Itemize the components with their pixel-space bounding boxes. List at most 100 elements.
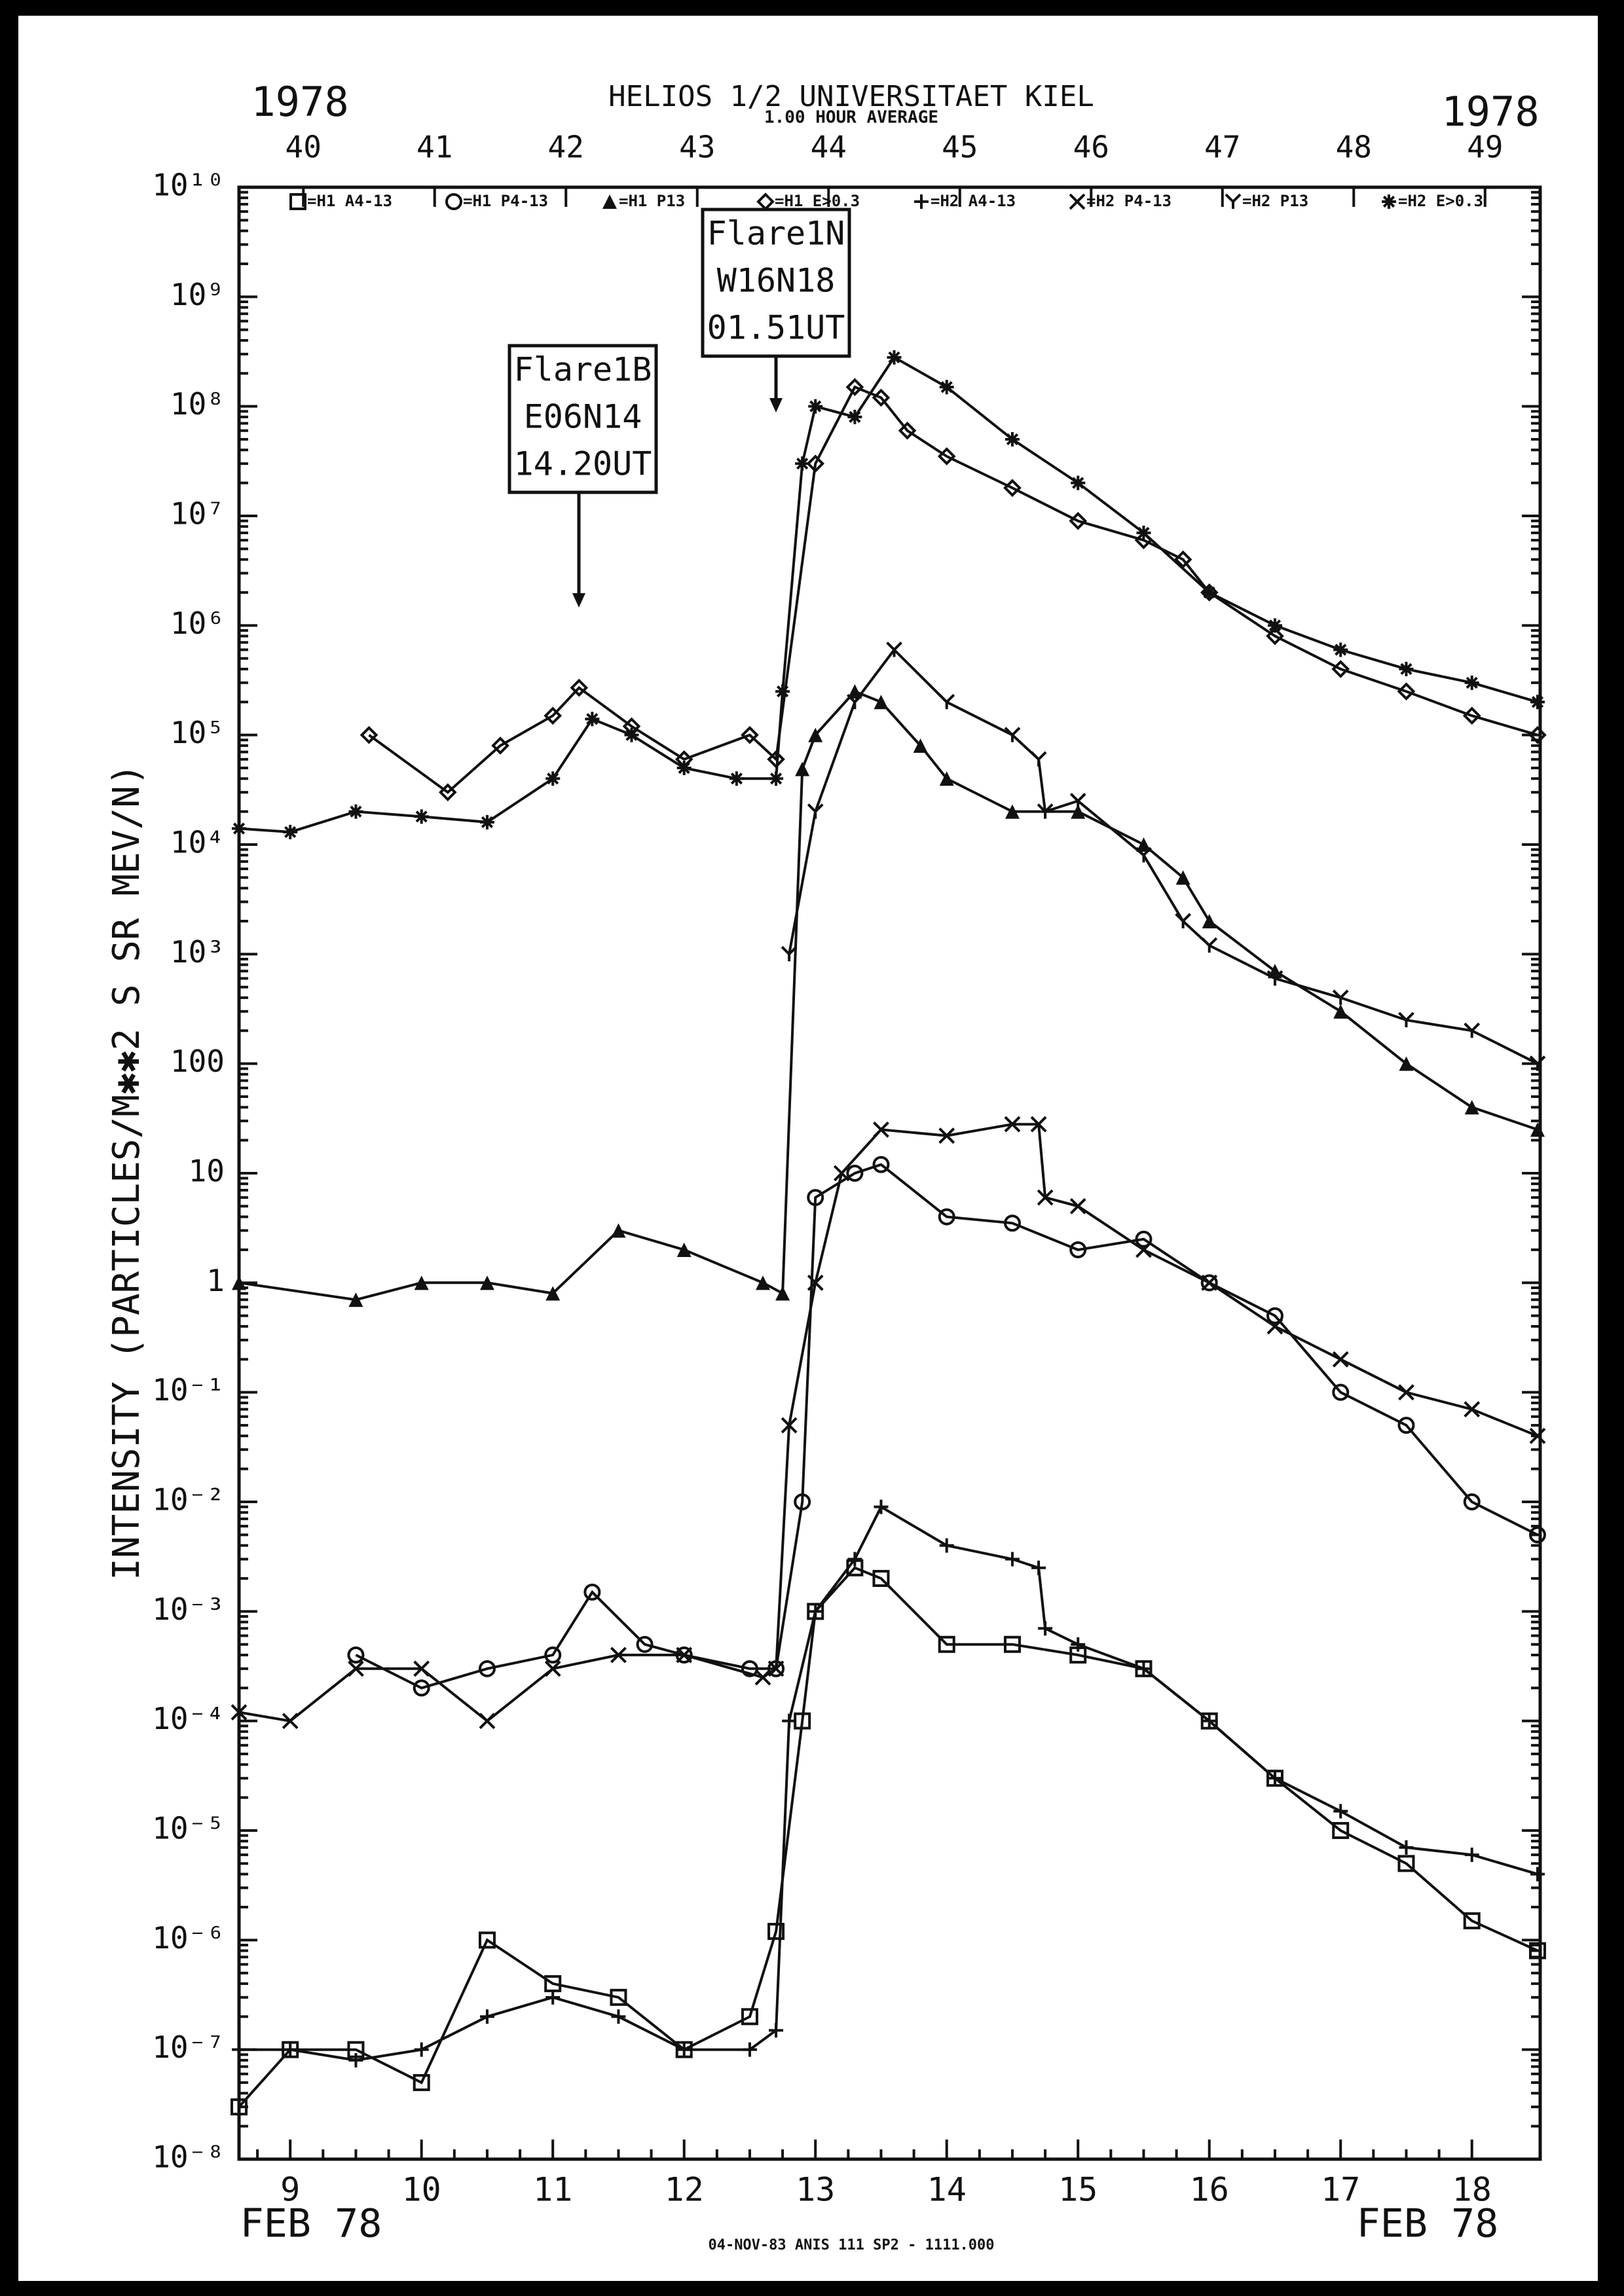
- legend-label: =H2 P13: [1242, 192, 1308, 210]
- data-point: [1069, 1241, 1087, 1258]
- data-point: [348, 1292, 363, 1307]
- data-point: [1462, 706, 1481, 725]
- y-tick-label: 1: [206, 1263, 225, 1298]
- data-point: [611, 2009, 626, 2024]
- data-point: [845, 378, 864, 397]
- x-tick-label: 17: [1321, 2171, 1360, 2209]
- y-tick-label: 10⁹: [170, 277, 225, 312]
- data-point: [781, 945, 798, 962]
- data-point: [808, 1604, 823, 1619]
- data-point: [414, 2042, 429, 2057]
- legend-marker: [289, 193, 306, 210]
- data-point: [610, 1988, 627, 2006]
- x-tick-label: 13: [796, 2171, 835, 2209]
- data-point: [1069, 511, 1088, 530]
- data-point: [1397, 682, 1416, 701]
- y-tick-label: 10⁻⁸: [152, 2140, 225, 2175]
- legend-marker: [1382, 194, 1396, 209]
- data-point: [807, 1274, 824, 1291]
- series-line: [238, 1566, 1538, 2108]
- x2-tick-label: 47: [1204, 130, 1240, 165]
- data-point: [348, 2052, 363, 2068]
- x-tick-label: 14: [927, 2171, 967, 2209]
- data-point: [1333, 1004, 1348, 1019]
- data-point: [1136, 1661, 1151, 1676]
- x-tick-label: 11: [533, 2171, 572, 2209]
- annotation-box: [507, 344, 658, 494]
- data-point: [781, 1417, 798, 1434]
- month-label: FEB 78: [240, 2201, 382, 2247]
- data-point: [806, 454, 825, 473]
- data-point: [1005, 432, 1020, 447]
- x2-tick-label: 45: [942, 130, 978, 165]
- data-point: [1464, 1100, 1479, 1115]
- data-point: [1003, 1214, 1021, 1232]
- data-point: [231, 2098, 248, 2116]
- y-tick-label: 10⁻⁶: [152, 1920, 225, 1956]
- data-point: [1266, 627, 1284, 646]
- data-point: [478, 1660, 496, 1677]
- data-point: [939, 380, 954, 395]
- annotation-text: 01.51UT: [707, 309, 845, 347]
- data-point: [846, 1165, 864, 1182]
- data-point: [807, 1189, 824, 1207]
- annotation-arrowhead: [572, 593, 585, 608]
- data-point: [583, 1583, 601, 1601]
- data-point: [1201, 1274, 1218, 1291]
- data-point: [939, 1538, 954, 1553]
- data-point: [676, 761, 692, 776]
- data-point: [913, 738, 928, 753]
- data-point: [491, 737, 509, 755]
- data-point: [232, 2042, 246, 2057]
- data-point: [1463, 1493, 1481, 1510]
- data-point: [414, 1275, 429, 1290]
- footer: 04-NOV-83 ANIS 111 SP2 - 1111.000: [708, 2237, 994, 2253]
- data-point: [1037, 1189, 1054, 1206]
- x2-tick-label: 44: [811, 130, 847, 165]
- x2-tick-label: 48: [1336, 130, 1372, 165]
- data-point: [1464, 675, 1479, 690]
- data-point: [545, 1286, 561, 1301]
- data-point: [413, 1660, 430, 1677]
- y-tick-label: 10⁻⁵: [152, 1811, 225, 1846]
- series-line: [238, 355, 1538, 833]
- data-point: [807, 803, 824, 819]
- x2-tick-label: 41: [416, 130, 452, 165]
- data-point: [1175, 870, 1190, 885]
- y-tick-label: 10⁻¹: [152, 1372, 225, 1408]
- y-tick-label: 10³: [170, 934, 225, 970]
- data-point: [283, 2042, 298, 2057]
- data-point: [676, 2042, 692, 2057]
- chart-subtitle: 1.00 HOUR AVERAGE: [764, 108, 938, 128]
- data-point: [794, 1493, 811, 1510]
- data-point: [1071, 475, 1086, 490]
- x-tick-label: 18: [1452, 2171, 1492, 2209]
- data-point: [872, 1569, 890, 1587]
- data-point: [479, 1275, 494, 1290]
- data-point: [874, 695, 889, 710]
- data-point: [479, 1713, 496, 1730]
- data-point: [348, 804, 363, 819]
- data-point: [833, 1165, 850, 1182]
- data-point: [232, 1275, 246, 1290]
- data-point: [729, 771, 744, 786]
- data-point: [438, 783, 457, 801]
- data-point: [1266, 1307, 1283, 1324]
- annotation-text: Flare1B: [514, 351, 652, 389]
- data-point: [847, 409, 862, 424]
- data-point: [545, 771, 561, 786]
- data-point: [782, 1713, 797, 1728]
- data-point: [1266, 1318, 1283, 1335]
- data-point: [414, 809, 429, 824]
- legend-marker: [445, 193, 462, 210]
- data-point: [1464, 1401, 1481, 1418]
- data-point: [544, 1660, 561, 1677]
- legend-marker: [1225, 193, 1242, 209]
- data-point: [1173, 550, 1192, 569]
- data-point: [348, 1660, 364, 1677]
- data-point: [1333, 642, 1348, 657]
- y-tick-label: 100: [170, 1044, 225, 1079]
- data-point: [544, 706, 563, 725]
- data-point: [232, 821, 246, 836]
- data-point: [1399, 661, 1414, 676]
